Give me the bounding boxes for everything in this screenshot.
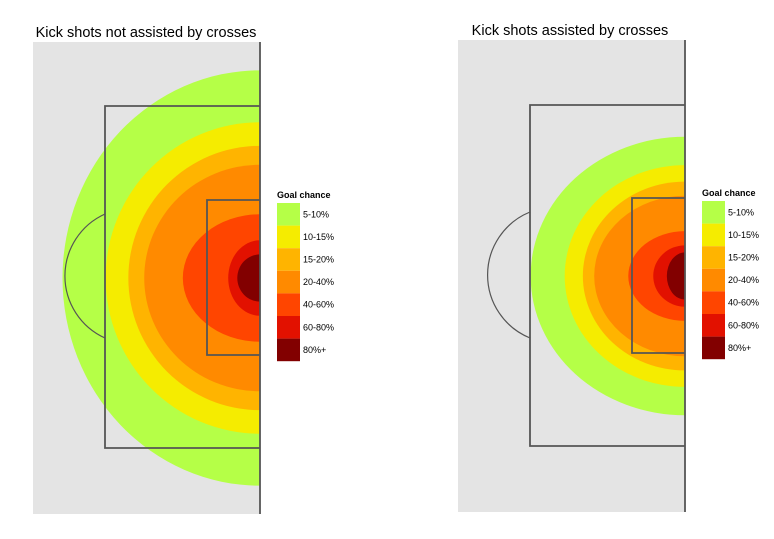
legend-swatch (277, 203, 300, 226)
legend-label: 20-40% (728, 275, 759, 285)
legend-swatch (702, 336, 725, 360)
legend-swatch (277, 270, 300, 294)
legend-swatch (702, 246, 725, 269)
pitch-markings (64, 42, 261, 514)
contour-band (666, 252, 685, 300)
legend-label: 10-15% (728, 230, 759, 240)
legend-label: 10-15% (303, 232, 334, 242)
panel-title: Kick shots assisted by crosses (472, 23, 669, 39)
legend-entries: 5-10% 10-15% 15-20% 20-40% 40-60% 60-80% 80%+ (277, 203, 334, 362)
contour-band (237, 254, 260, 302)
panel-title: Kick shots not assisted by crosses (36, 25, 257, 41)
penalty-area (104, 105, 260, 449)
contour-band (182, 214, 260, 342)
legend-swatch (277, 338, 300, 362)
penalty-arc (486, 211, 531, 339)
legend: Goal chance 5-10% 10-15% 15-20% 20-40% 40-60… (702, 188, 759, 360)
contour-bands (530, 136, 685, 416)
legend-label: 40-60% (728, 298, 759, 308)
legend-label: 15-20% (303, 255, 334, 265)
legend-label: 20-40% (303, 277, 334, 287)
legend-title: Goal chance (702, 188, 756, 198)
legend-label: 5-10% (728, 207, 754, 217)
legend-label: 80%+ (728, 343, 751, 353)
legend-label: 15-20% (728, 253, 759, 263)
legend-title: Goal chance (277, 190, 331, 200)
legend-swatch (277, 248, 300, 271)
pitch-markings (486, 40, 686, 512)
penalty-arc (64, 213, 106, 339)
panel-not-assisted: Kick shots not assisted by crosses Goal … (33, 25, 334, 514)
legend-swatch (702, 201, 725, 224)
legend-swatch (702, 291, 725, 314)
legend-swatch (277, 293, 300, 316)
legend-swatch (702, 223, 725, 247)
legend-swatch (277, 316, 300, 339)
legend-label: 60-80% (303, 322, 334, 332)
legend-swatch (702, 268, 725, 292)
legend-swatch (702, 314, 725, 337)
legend-entries: 5-10% 10-15% 15-20% 20-40% 40-60% 60-80% 80%+ (702, 201, 759, 360)
legend-label: 40-60% (303, 300, 334, 310)
panel-assisted: Kick shots assisted by crosses Goal chan… (458, 23, 759, 512)
legend-swatch (277, 225, 300, 249)
legend-label: 5-10% (303, 209, 329, 219)
legend-label: 60-80% (728, 320, 759, 330)
penalty-area (529, 104, 685, 447)
legend: Goal chance 5-10% 10-15% 15-20% 20-40% 40-60… (277, 190, 334, 362)
legend-label: 80%+ (303, 345, 326, 355)
goal-area (206, 199, 260, 356)
goal-area (631, 197, 685, 354)
